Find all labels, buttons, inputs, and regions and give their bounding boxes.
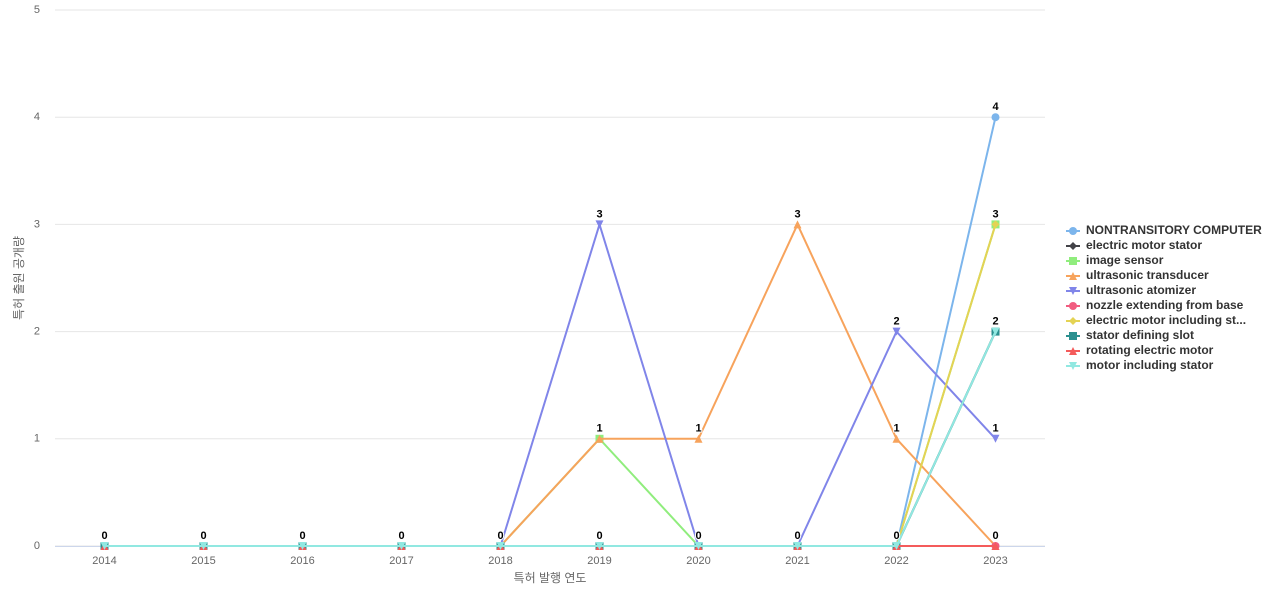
y-tick-label: 0 — [34, 540, 40, 552]
legend-label: electric motor including st... — [1086, 313, 1246, 327]
legend-item: ultrasonic atomizer — [1066, 283, 1196, 297]
legend-label: ultrasonic atomizer — [1086, 283, 1196, 297]
legend-label: nozzle extending from base — [1086, 298, 1244, 312]
x-tick-label: 2018 — [488, 555, 512, 567]
legend-symbol — [1069, 362, 1077, 370]
data-label: 0 — [596, 530, 602, 542]
series — [100, 220, 1000, 550]
data-label: 3 — [596, 208, 602, 220]
x-axis-title: 특허 발행 연도 — [514, 570, 587, 585]
legend-item: ultrasonic transducer — [1066, 268, 1209, 282]
x-tick-label: 2014 — [92, 555, 116, 567]
legend-symbol — [1069, 242, 1077, 250]
legend-symbol — [1069, 317, 1077, 325]
data-label: 0 — [497, 530, 503, 542]
data-point — [892, 542, 901, 550]
legend-item: stator defining slot — [1066, 328, 1194, 342]
x-tick-label: 2019 — [587, 555, 611, 567]
legend-symbol — [1069, 332, 1077, 340]
series — [100, 327, 1000, 550]
legend-item: electric motor including st... — [1066, 313, 1246, 327]
data-label: 3 — [992, 208, 998, 220]
series-line — [104, 221, 997, 547]
data-label: 4 — [992, 101, 999, 113]
data-label: 1 — [992, 423, 998, 435]
data-point — [793, 542, 802, 550]
x-tick-label: 2016 — [290, 555, 314, 567]
y-tick-label: 3 — [34, 218, 40, 230]
legend-symbol — [1069, 227, 1077, 235]
legend-symbol — [1069, 257, 1077, 265]
data-label: 0 — [695, 530, 701, 542]
legend-label: stator defining slot — [1086, 328, 1194, 342]
data-label: 0 — [992, 530, 998, 542]
legend-symbol — [1069, 287, 1077, 295]
legend-label: image sensor — [1086, 253, 1164, 267]
data-point — [892, 434, 901, 443]
data-label: 1 — [893, 423, 899, 435]
legend-symbol — [1069, 272, 1077, 280]
data-point — [991, 327, 1000, 336]
data-label: 1 — [596, 423, 602, 435]
series-line — [104, 331, 997, 547]
data-point — [496, 542, 505, 550]
data-label: 0 — [794, 530, 800, 542]
legend-symbol — [1069, 347, 1077, 355]
data-point — [298, 542, 307, 550]
y-tick-label: 1 — [34, 433, 40, 445]
data-point — [397, 542, 406, 550]
legend-label: motor including stator — [1086, 358, 1214, 372]
legend-label: ultrasonic transducer — [1086, 268, 1209, 282]
y-axis-title: 특허 출원 공개량 — [12, 236, 26, 320]
x-tick-label: 2020 — [686, 555, 710, 567]
data-label: 0 — [101, 530, 107, 542]
data-point — [892, 327, 901, 336]
data-point — [991, 434, 1000, 443]
data-label: 2 — [992, 316, 998, 328]
legend-label: rotating electric motor — [1086, 343, 1214, 357]
data-point — [793, 220, 802, 229]
data-label: 1 — [695, 423, 701, 435]
data-point — [595, 434, 604, 443]
data-point — [991, 113, 1000, 122]
legend-item: NONTRANSITORY COMPUTER — [1066, 223, 1262, 237]
x-tick-label: 2022 — [884, 555, 908, 567]
x-tick-label: 2017 — [389, 555, 413, 567]
legend-label: electric motor stator — [1086, 238, 1202, 252]
y-tick-label: 5 — [34, 4, 40, 16]
legend-item: nozzle extending from base — [1066, 298, 1244, 312]
legend-item: rotating electric motor — [1066, 343, 1214, 357]
data-label: 0 — [299, 530, 305, 542]
data-point — [199, 542, 208, 550]
data-point — [595, 542, 604, 550]
x-tick-label: 2021 — [785, 555, 809, 567]
y-tick-label: 2 — [34, 326, 40, 338]
data-point — [991, 220, 1000, 229]
x-tick-label: 2023 — [983, 555, 1007, 567]
legend-item: motor including stator — [1066, 358, 1214, 372]
data-point — [694, 434, 703, 443]
data-point — [694, 542, 703, 550]
data-point — [991, 542, 1000, 550]
y-tick-label: 4 — [34, 111, 40, 123]
data-label: 0 — [893, 530, 899, 542]
legend-symbol — [1069, 302, 1077, 310]
data-label: 2 — [893, 316, 899, 328]
x-tick-label: 2015 — [191, 555, 215, 567]
data-label: 0 — [398, 530, 404, 542]
legend-label: NONTRANSITORY COMPUTER — [1086, 223, 1262, 237]
data-label: 0 — [200, 530, 206, 542]
data-point — [100, 542, 109, 550]
legend-item: electric motor stator — [1066, 238, 1202, 252]
legend-item: image sensor — [1066, 253, 1164, 267]
data-point — [595, 220, 604, 229]
data-label: 3 — [794, 208, 800, 220]
